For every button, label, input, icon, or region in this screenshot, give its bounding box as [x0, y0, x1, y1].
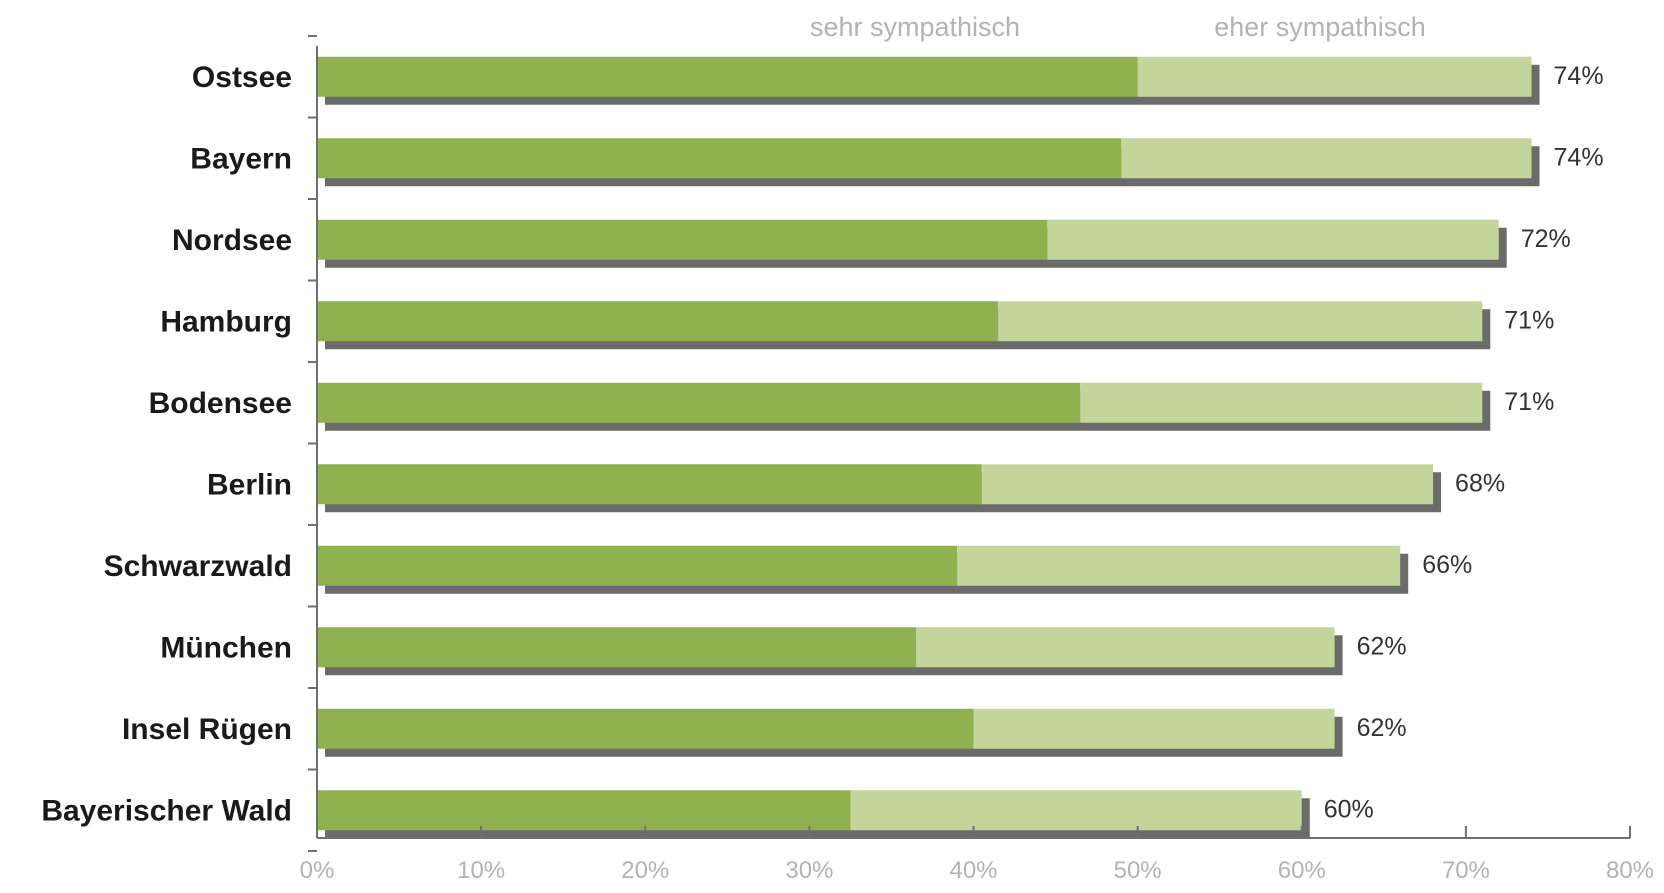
- total-value-label: 62%: [1357, 714, 1407, 742]
- total-value-label: 74%: [1554, 62, 1604, 90]
- legend: sehr sympathisch eher sympathisch: [810, 12, 1426, 42]
- x-tick-label: 80%: [1606, 857, 1654, 884]
- category-label: Bodensee: [149, 387, 292, 420]
- category-label: Ostsee: [192, 61, 292, 94]
- bar-segment-sehr-sympathisch: [317, 301, 999, 342]
- total-value-label: 62%: [1357, 632, 1407, 660]
- bars-group: Ostsee 74% Bayern 74% Nordsee 72% Hamburg 71% Bo…: [41, 56, 1604, 839]
- bar-segment-sehr-sympathisch: [317, 464, 982, 505]
- bar-segment-eher-sympathisch: [957, 545, 1401, 586]
- axes-group: 0% 10% 20% 30% 40% 50% 60% 70% 80%: [300, 35, 1654, 884]
- bar-segment-sehr-sympathisch: [317, 545, 958, 586]
- x-tick-label: 20%: [621, 857, 669, 884]
- x-tick-label: 50%: [1114, 857, 1162, 884]
- x-tick-label: 70%: [1442, 857, 1490, 884]
- bar-segment-sehr-sympathisch: [317, 708, 974, 749]
- bar-segment-eher-sympathisch: [1121, 138, 1532, 179]
- total-value-label: 72%: [1521, 225, 1571, 253]
- total-value-label: 71%: [1504, 306, 1554, 334]
- bar-segment-eher-sympathisch: [998, 301, 1483, 342]
- bar-segment-eher-sympathisch: [973, 708, 1335, 749]
- total-value-label: 71%: [1504, 388, 1554, 416]
- bar-segment-sehr-sympathisch: [317, 790, 851, 831]
- bar-segment-sehr-sympathisch: [317, 382, 1081, 423]
- x-tick-label: 60%: [1278, 857, 1326, 884]
- total-value-label: 74%: [1554, 143, 1604, 171]
- x-tick-label: 40%: [949, 857, 997, 884]
- legend-label-series-1: eher sympathisch: [1214, 12, 1426, 42]
- legend-label-series-0: sehr sympathisch: [810, 12, 1020, 42]
- bar-segment-eher-sympathisch: [1047, 219, 1499, 260]
- category-label: Nordsee: [172, 224, 292, 257]
- bar-segment-eher-sympathisch: [1080, 382, 1483, 423]
- total-value-label: 68%: [1455, 469, 1505, 497]
- category-label: Hamburg: [160, 305, 292, 338]
- bar-segment-eher-sympathisch: [981, 464, 1434, 505]
- bar-segment-sehr-sympathisch: [317, 138, 1122, 179]
- total-value-label: 60%: [1324, 795, 1374, 823]
- bar-segment-sehr-sympathisch: [317, 56, 1138, 97]
- x-tick-label: 0%: [300, 857, 335, 884]
- category-label: Bayerischer Wald: [41, 794, 292, 827]
- total-value-label: 66%: [1422, 551, 1472, 579]
- bar-segment-eher-sympathisch: [916, 627, 1335, 668]
- category-label: München: [160, 631, 292, 664]
- x-tick-label: 30%: [785, 857, 833, 884]
- bar-segment-sehr-sympathisch: [317, 627, 917, 668]
- category-label: Berlin: [207, 468, 292, 501]
- bar-segment-sehr-sympathisch: [317, 219, 1048, 260]
- bar-segment-eher-sympathisch: [850, 790, 1302, 831]
- x-tick-label: 10%: [457, 857, 505, 884]
- bar-segment-eher-sympathisch: [1137, 56, 1532, 97]
- category-label: Schwarzwald: [104, 550, 292, 583]
- category-label: Insel Rügen: [122, 713, 292, 746]
- category-label: Bayern: [190, 142, 292, 175]
